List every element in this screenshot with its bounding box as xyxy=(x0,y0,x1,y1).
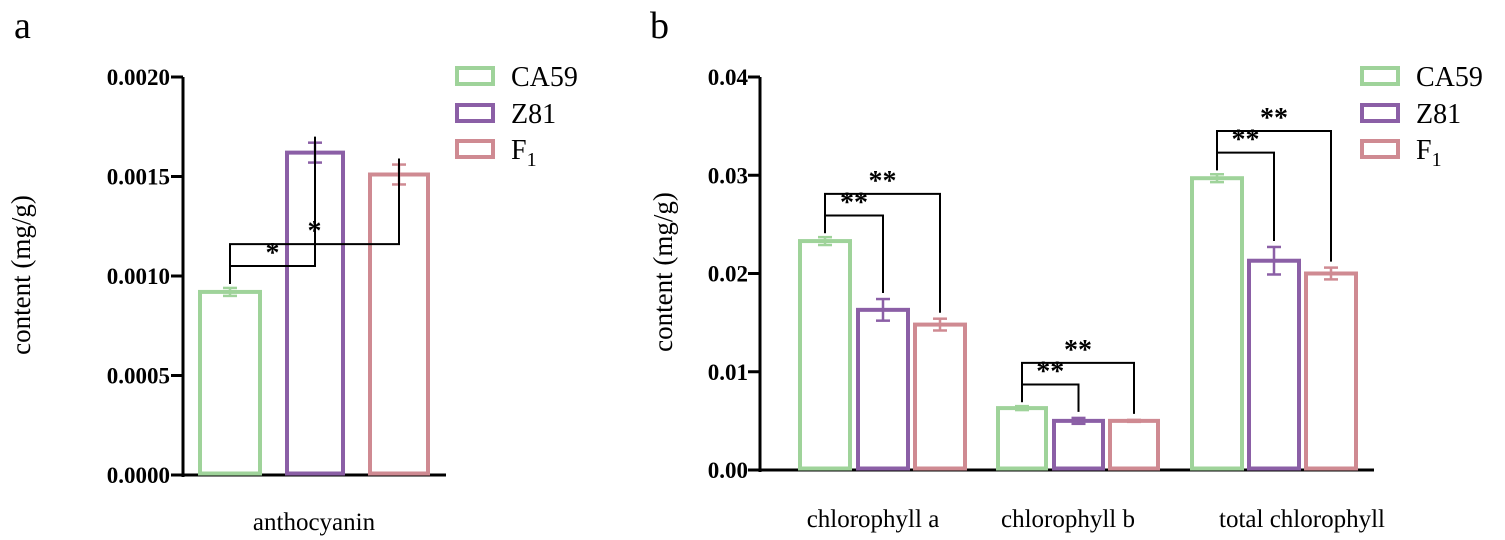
significance-label: ** xyxy=(1260,103,1288,134)
significance-label: ** xyxy=(840,188,868,219)
significance-bracket xyxy=(1216,130,1332,262)
significance-label: ** xyxy=(869,166,897,197)
bar xyxy=(1304,271,1358,471)
legend-swatch xyxy=(455,66,495,86)
significance-label: ** xyxy=(1064,335,1092,366)
legend-label: CA59 xyxy=(511,62,578,93)
panel-b-letter: b xyxy=(650,5,669,47)
significance-label: * xyxy=(308,216,322,247)
bar xyxy=(1190,176,1244,471)
bar xyxy=(996,406,1048,471)
category-label: anthocyanin xyxy=(253,509,376,536)
y-axis-title: content (mg/g) xyxy=(6,195,36,355)
category-label: total chlorophyll xyxy=(1219,506,1385,533)
y-tick-label: 0.04 xyxy=(708,65,749,90)
significance-label: ** xyxy=(1232,125,1260,156)
significance-label: ** xyxy=(1036,357,1064,388)
y-tick-label: 0.00 xyxy=(708,458,748,483)
bar xyxy=(1247,258,1301,471)
y-tick-label: 0.0010 xyxy=(107,264,170,289)
panel-a-letter: a xyxy=(14,5,31,47)
legend-swatch xyxy=(1360,66,1400,86)
legend-label: F1 xyxy=(511,135,537,171)
bar xyxy=(1108,418,1160,471)
legend-label: Z81 xyxy=(511,99,556,130)
y-tick-label: 0.0015 xyxy=(107,165,170,190)
y-tick-label: 0.03 xyxy=(708,163,748,188)
significance-bracket xyxy=(824,214,884,294)
category-label: chlorophyll b xyxy=(1001,506,1135,533)
y-tick-label: 0.0005 xyxy=(107,364,170,389)
y-tick-label: 0.0000 xyxy=(107,463,170,488)
significance-bracket xyxy=(1216,151,1275,241)
y-axis-title: content (mg/g) xyxy=(648,192,678,352)
bar xyxy=(198,289,262,476)
y-tick-label: 0.01 xyxy=(708,360,748,385)
legend-label: Z81 xyxy=(1416,99,1461,130)
bar xyxy=(1052,418,1105,471)
bar xyxy=(856,307,910,471)
bar xyxy=(913,322,967,471)
legend-swatch xyxy=(455,139,495,159)
significance-bracket xyxy=(824,192,941,313)
y-tick-label: 0.0020 xyxy=(107,65,170,90)
legend-swatch xyxy=(1360,139,1400,159)
legend-swatch xyxy=(1360,103,1400,123)
significance-label: * xyxy=(266,238,280,269)
panel-b-chart: 0.00 0.01 0.02 0.03 0.04 content (mg/g) chloro… xyxy=(648,62,1483,533)
y-tick-label: 0.02 xyxy=(708,262,748,287)
panel-a-chart: 0.0000 0.0005 0.0010 0.0015 0.0020 content (m… xyxy=(6,62,578,536)
legend-label: CA59 xyxy=(1416,62,1483,93)
legend-label: F1 xyxy=(1416,135,1442,171)
category-label: chlorophyll a xyxy=(807,506,940,533)
legend-swatch xyxy=(455,103,495,123)
significance-bracket xyxy=(1021,361,1135,414)
significance-bracket xyxy=(229,158,400,284)
bar xyxy=(798,239,852,471)
